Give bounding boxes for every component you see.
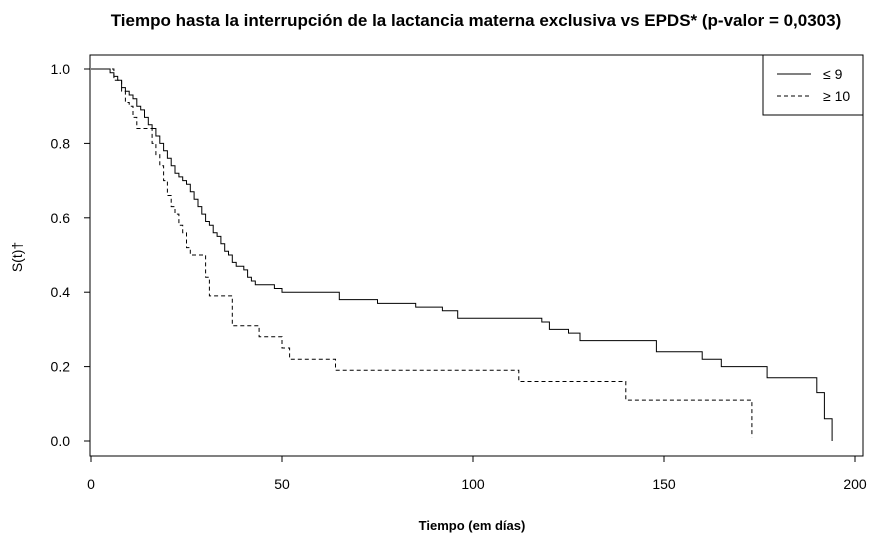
legend-label: ≥ 10	[823, 88, 850, 104]
x-tick-label: 0	[87, 476, 95, 492]
plot-border	[89, 54, 864, 457]
x-tick-label: 50	[274, 476, 290, 492]
x-tick-label: 150	[652, 476, 676, 492]
series-group	[91, 68, 833, 441]
y-tick-label: 0.0	[51, 433, 71, 449]
y-tick-label: 0.4	[51, 284, 71, 300]
chart-title: Tiempo hasta la interrupción de la lacta…	[111, 11, 842, 30]
y-axis: 0.0 0.2 0.4 0.6 0.8 1.0	[51, 61, 90, 449]
x-axis: 0 50 100 150 200	[87, 456, 867, 492]
legend: ≤ 9 ≥ 10	[762, 54, 864, 116]
y-tick-label: 1.0	[51, 61, 71, 77]
x-axis-label: Tiempo (em días)	[419, 518, 526, 533]
y-tick-label: 0.6	[51, 210, 71, 226]
y-axis-label: S(t)†	[9, 242, 25, 272]
y-tick-label: 0.2	[51, 359, 71, 375]
plot-frame	[89, 54, 864, 457]
series-line-2	[91, 68, 753, 438]
legend-box	[762, 54, 864, 116]
series-line-1	[91, 68, 833, 441]
x-tick-label: 200	[843, 476, 867, 492]
y-tick-label: 0.8	[51, 135, 71, 151]
x-tick-label: 100	[461, 476, 485, 492]
legend-label: ≤ 9	[823, 66, 843, 82]
